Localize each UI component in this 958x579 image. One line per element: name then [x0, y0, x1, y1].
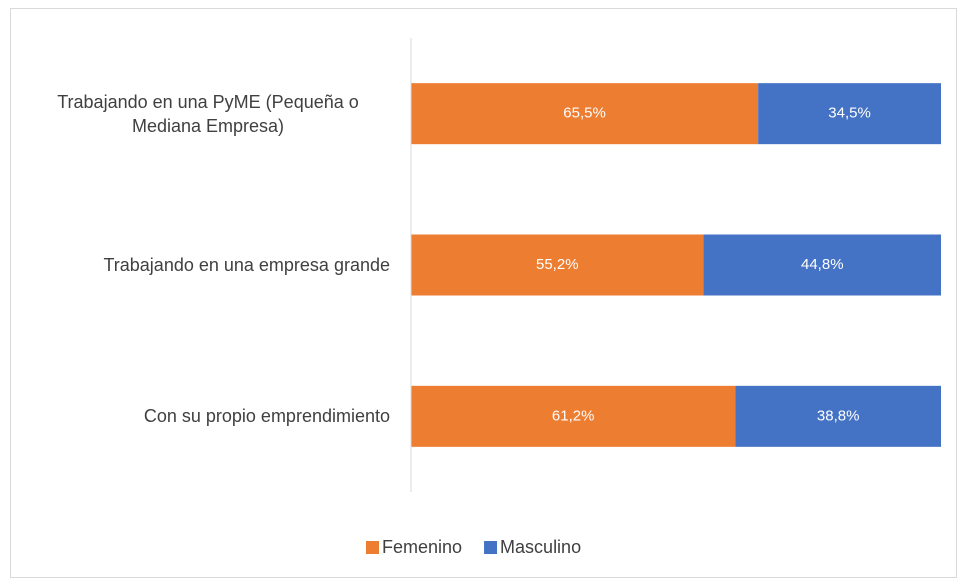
- data-label: 55,2%: [536, 256, 579, 273]
- category-text: Trabajando en una PyME (Pequeña o Median…: [57, 91, 359, 136]
- bar-segment: [411, 83, 759, 145]
- legend-label: Masculino: [500, 537, 581, 557]
- data-label: 34,5%: [828, 105, 871, 122]
- legend: Femenino Masculino: [366, 537, 581, 557]
- chart-frame: [10, 8, 957, 578]
- bar-segment: [735, 385, 941, 447]
- legend-label: Femenino: [382, 537, 462, 557]
- category-label: Trabajando en una PyME (Pequeña o Median…: [10, 90, 390, 138]
- bar-segment: [703, 234, 941, 296]
- bar-segment: [758, 83, 941, 145]
- category-text: Con su propio emprendimiento: [143, 406, 390, 427]
- data-label: 65,5%: [563, 105, 606, 122]
- data-label: 44,8%: [801, 256, 844, 273]
- legend-swatch: [484, 541, 498, 554]
- data-label: 61,2%: [552, 407, 595, 424]
- bar-segment: [411, 385, 736, 447]
- legend-swatch: [366, 541, 379, 554]
- data-label: 38,8%: [817, 407, 860, 424]
- category-label: Trabajando en una empresa grande: [10, 253, 390, 277]
- category-text: Trabajando en una empresa grande: [103, 255, 390, 275]
- category-label: Con su propio emprendimiento: [10, 404, 390, 428]
- bar-segment: [411, 234, 704, 296]
